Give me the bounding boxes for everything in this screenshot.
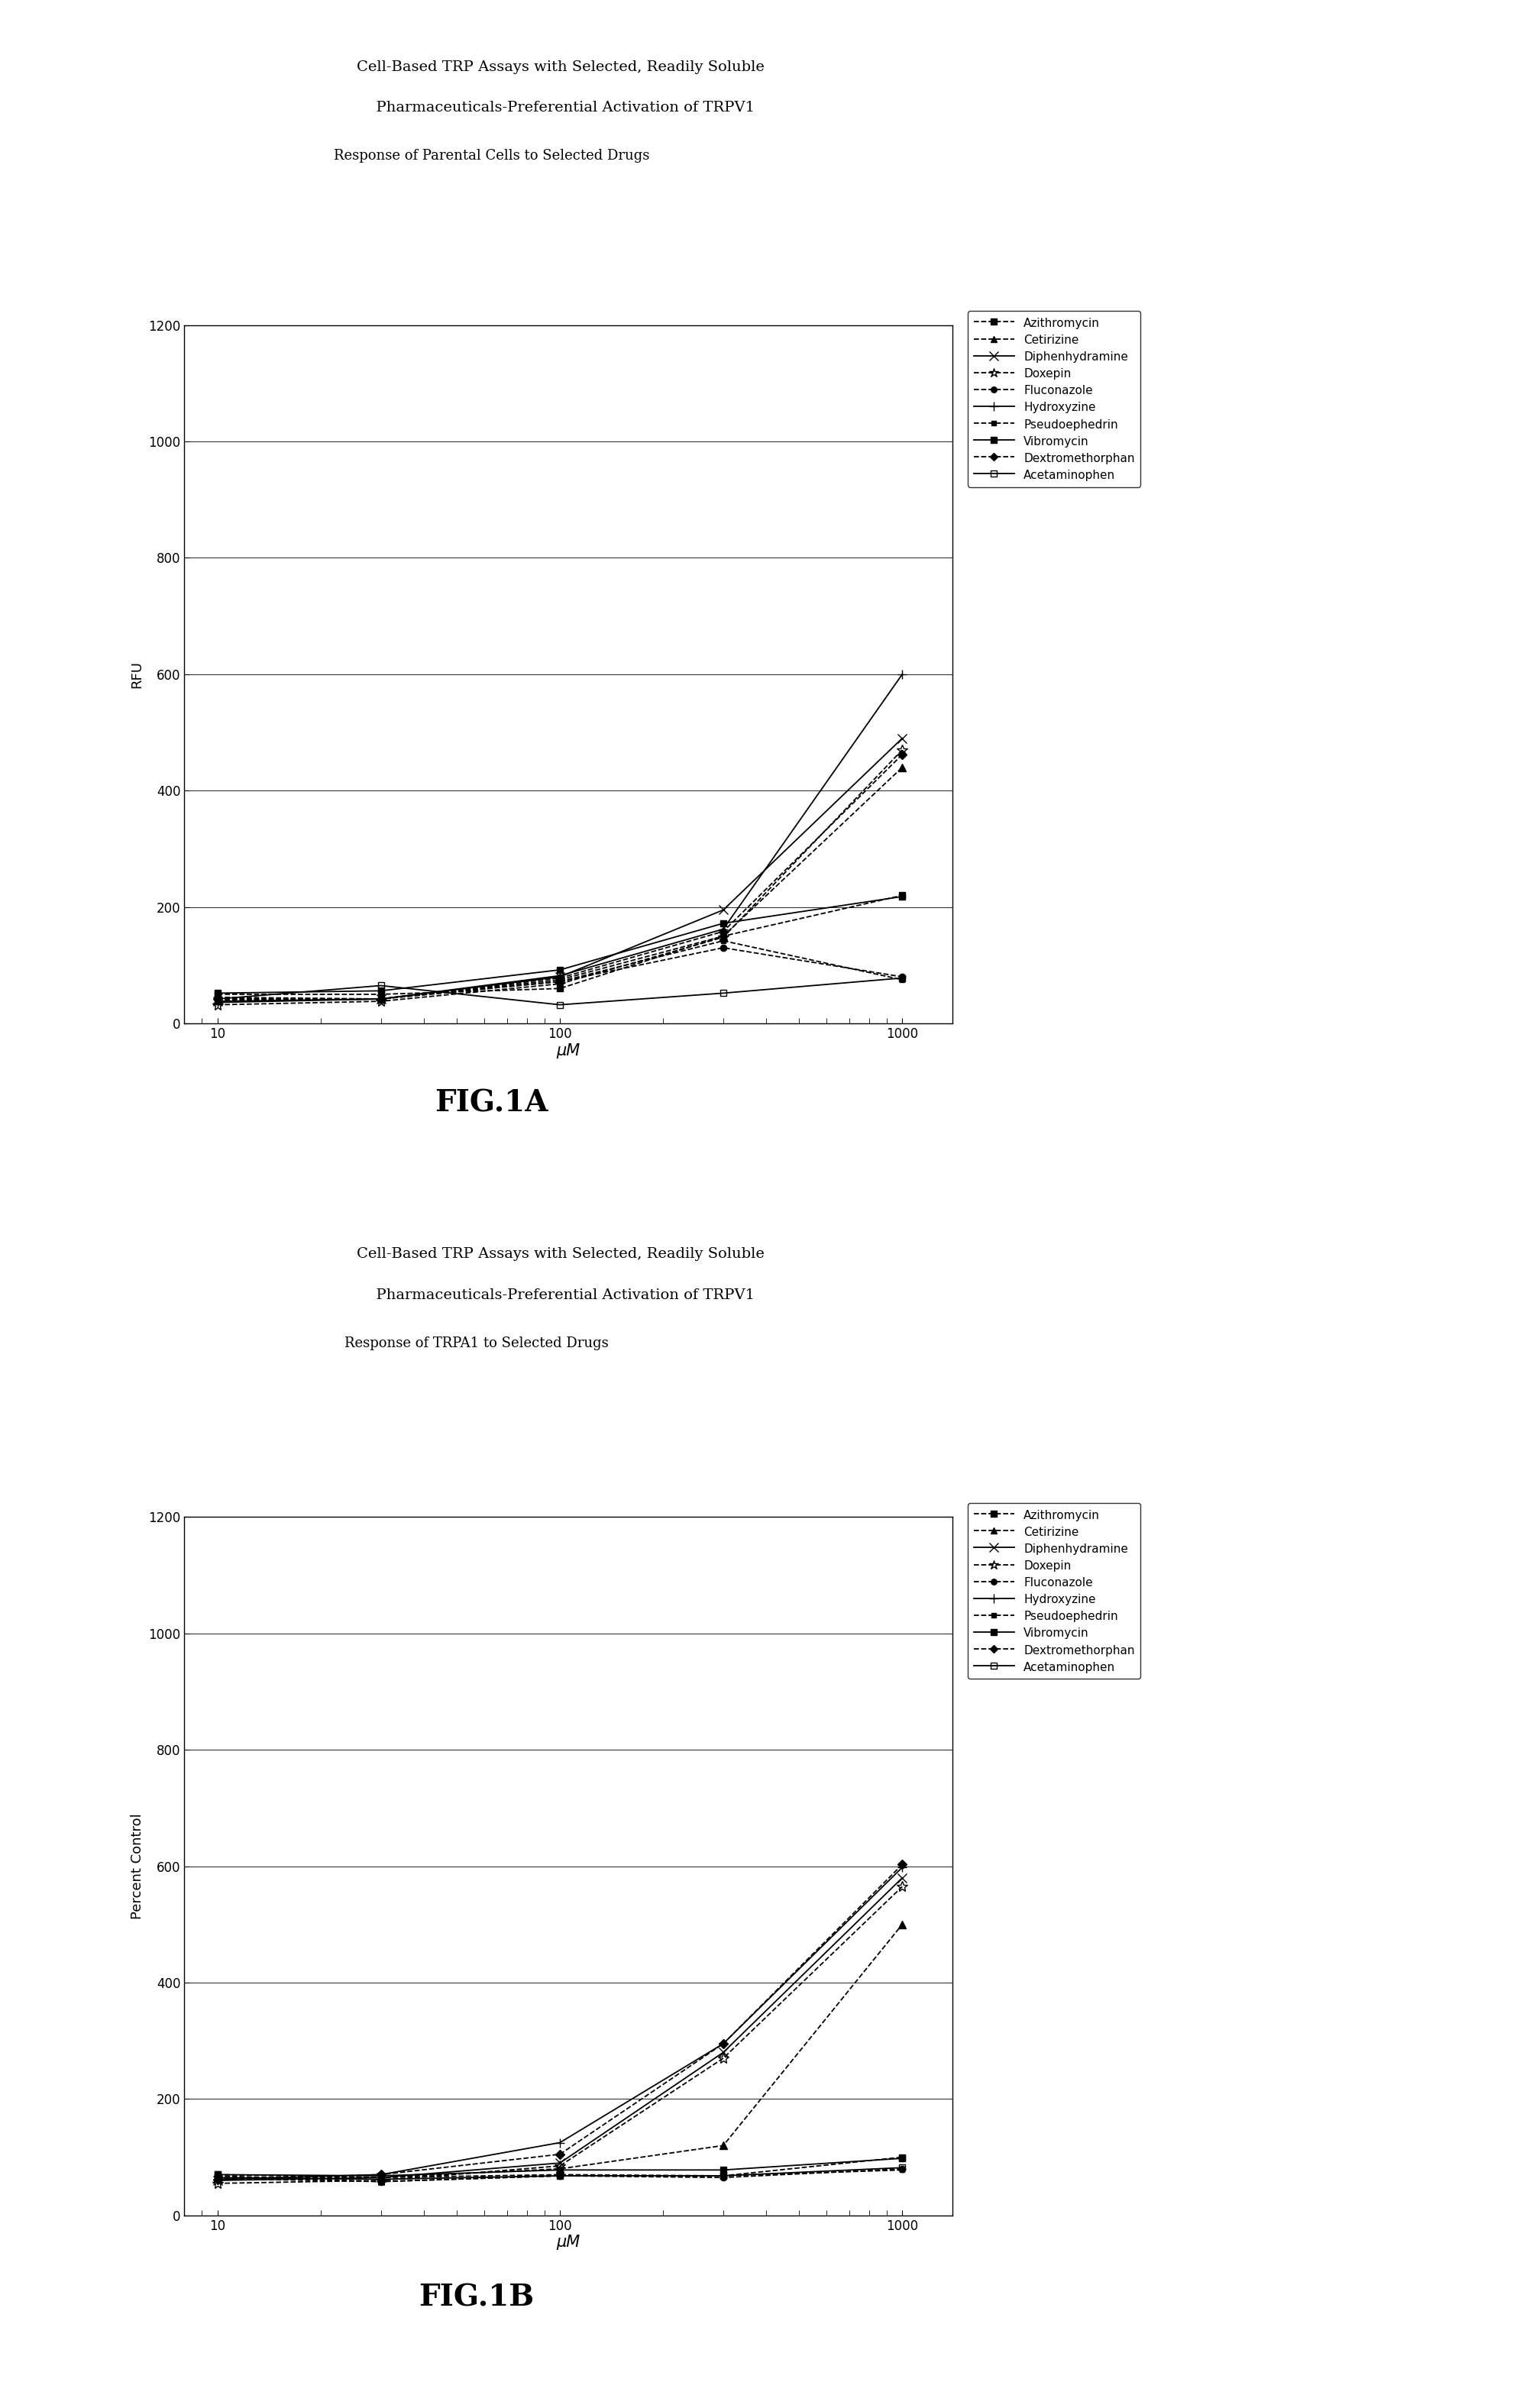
- Text: Response of TRPA1 to Selected Drugs: Response of TRPA1 to Selected Drugs: [344, 1336, 608, 1351]
- Text: Pharmaceuticals-Preferential Activation of TRPV1: Pharmaceuticals-Preferential Activation …: [367, 1288, 754, 1303]
- Text: Response of Parental Cells to Selected Drugs: Response of Parental Cells to Selected D…: [333, 149, 650, 164]
- Text: Cell-Based TRP Assays with Selected, Readily Soluble: Cell-Based TRP Assays with Selected, Rea…: [356, 1247, 765, 1262]
- Y-axis label: RFU: RFU: [131, 660, 144, 689]
- Text: FIG.1A: FIG.1A: [435, 1088, 548, 1117]
- Legend: Azithromycin, Cetirizine, Diphenhydramine, Doxepin, Fluconazole, Hydroxyzine, Ps: Azithromycin, Cetirizine, Diphenhydramin…: [968, 311, 1141, 486]
- Text: FIG.1B: FIG.1B: [418, 2283, 535, 2312]
- Text: Cell-Based TRP Assays with Selected, Readily Soluble: Cell-Based TRP Assays with Selected, Rea…: [356, 60, 765, 75]
- Y-axis label: Percent Control: Percent Control: [131, 1813, 144, 1919]
- Legend: Azithromycin, Cetirizine, Diphenhydramine, Doxepin, Fluconazole, Hydroxyzine, Ps: Azithromycin, Cetirizine, Diphenhydramin…: [968, 1503, 1141, 1678]
- Text: Pharmaceuticals-Preferential Activation of TRPV1: Pharmaceuticals-Preferential Activation …: [367, 101, 754, 116]
- X-axis label: μM: μM: [556, 1043, 581, 1057]
- X-axis label: μM: μM: [556, 2235, 581, 2249]
